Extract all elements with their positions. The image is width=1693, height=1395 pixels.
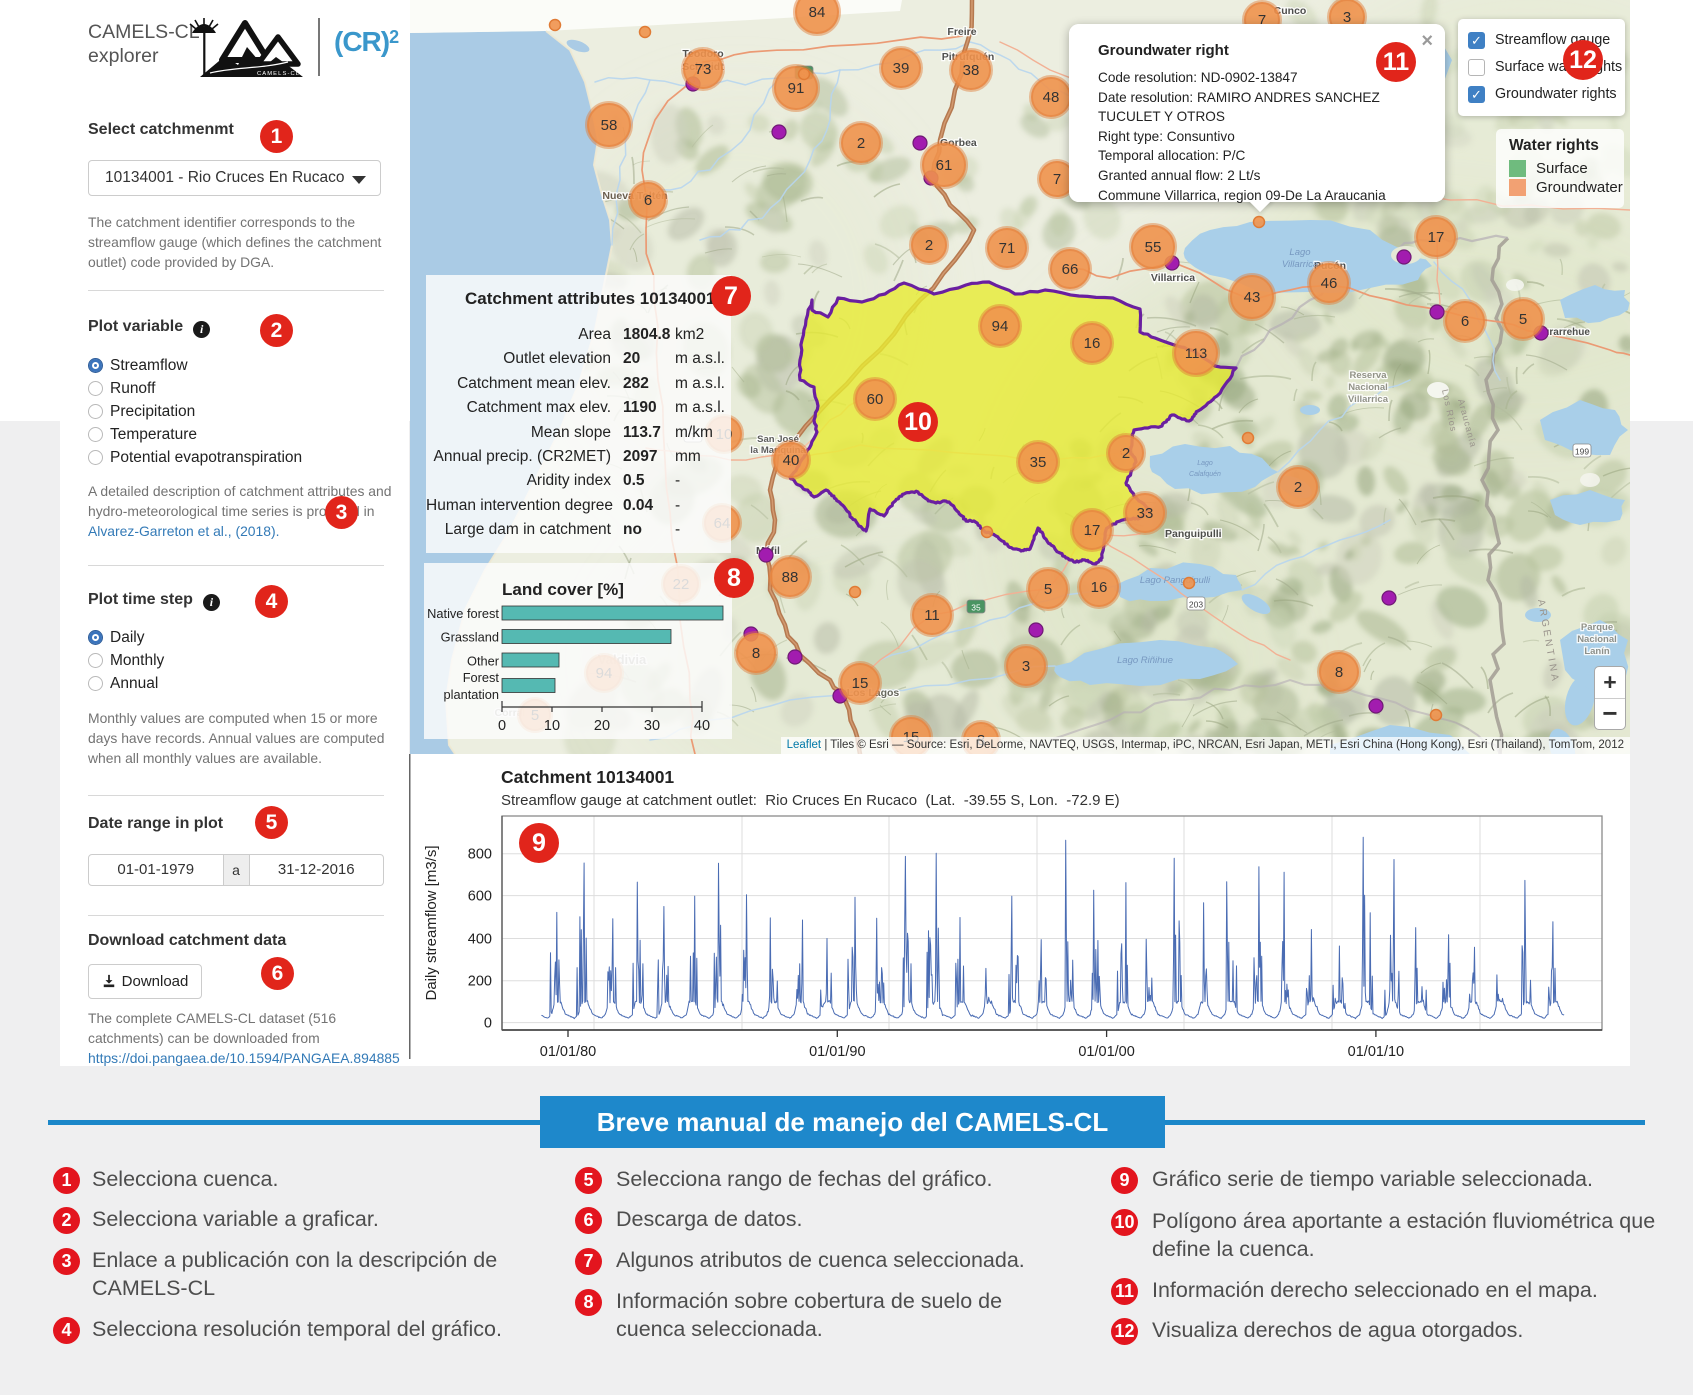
svg-text:3: 3	[1022, 658, 1030, 675]
svg-text:Native forest: Native forest	[427, 606, 499, 621]
svg-text:01/01/90: 01/01/90	[809, 1044, 865, 1060]
svg-text:30: 30	[644, 718, 660, 734]
svg-text:84: 84	[809, 4, 826, 21]
svg-text:plantation: plantation	[444, 687, 500, 702]
svg-text:Villarrica: Villarrica	[1348, 394, 1389, 405]
svg-text:Streamflow gauge at catchment: Streamflow gauge at catchment outlet: Ri…	[501, 792, 1120, 809]
svg-text:0: 0	[498, 718, 506, 734]
svg-text:40: 40	[783, 452, 800, 469]
svg-text:2: 2	[1294, 479, 1302, 496]
svg-text:Curarrehue: Curarrehue	[1536, 327, 1590, 338]
svg-text:7: 7	[1258, 12, 1266, 29]
svg-text:73: 73	[695, 61, 712, 78]
svg-text:10: 10	[544, 718, 560, 734]
svg-text:Daily streamflow [m3/s]: Daily streamflow [m3/s]	[423, 845, 440, 1000]
svg-text:11: 11	[924, 607, 940, 624]
svg-text:Catchment 10134001: Catchment 10134001	[501, 767, 674, 787]
svg-text:Parque: Parque	[1581, 622, 1613, 633]
svg-text:Villarrica: Villarrica	[1282, 259, 1318, 270]
svg-text:Lanín: Lanín	[1584, 646, 1610, 657]
svg-text:88: 88	[782, 569, 799, 586]
svg-text:Other: Other	[467, 654, 500, 669]
svg-text:48: 48	[1043, 89, 1060, 106]
svg-text:66: 66	[1062, 261, 1079, 278]
svg-text:Panguipulli: Panguipulli	[1165, 528, 1222, 540]
svg-text:55: 55	[1145, 239, 1162, 256]
svg-text:CAMELS-CL: CAMELS-CL	[257, 71, 300, 77]
svg-text:35: 35	[971, 603, 981, 613]
svg-text:60: 60	[867, 391, 884, 408]
svg-text:203: 203	[1189, 600, 1203, 610]
svg-text:15: 15	[852, 675, 869, 692]
svg-text:800: 800	[468, 847, 492, 863]
svg-text:113: 113	[1185, 345, 1208, 361]
svg-text:0: 0	[484, 1016, 492, 1032]
svg-text:20: 20	[594, 718, 610, 734]
svg-text:01/01/10: 01/01/10	[1348, 1044, 1404, 1060]
svg-text:43: 43	[1244, 289, 1261, 306]
svg-text:16: 16	[1084, 335, 1101, 352]
svg-text:Freire: Freire	[947, 26, 976, 38]
svg-text:8: 8	[1335, 664, 1343, 681]
svg-text:Cunco: Cunco	[1274, 5, 1307, 17]
svg-text:35: 35	[1030, 454, 1047, 471]
svg-text:200: 200	[468, 974, 492, 990]
svg-text:91: 91	[788, 80, 805, 97]
svg-text:46: 46	[1321, 275, 1338, 292]
svg-text:600: 600	[468, 889, 492, 905]
svg-text:2: 2	[925, 237, 933, 254]
svg-text:Forest: Forest	[463, 670, 500, 685]
svg-text:6: 6	[1461, 313, 1469, 330]
svg-text:Nacional: Nacional	[1348, 382, 1388, 393]
svg-text:Nacional: Nacional	[1577, 634, 1617, 645]
svg-text:17: 17	[1084, 522, 1101, 539]
svg-text:58: 58	[601, 117, 618, 134]
svg-text:38: 38	[963, 62, 980, 79]
svg-text:5: 5	[1044, 581, 1052, 598]
svg-text:17: 17	[1428, 229, 1445, 246]
svg-text:2: 2	[1122, 445, 1130, 462]
svg-text:Lago: Lago	[1289, 247, 1310, 258]
svg-text:16: 16	[1091, 579, 1108, 596]
svg-text:Reserva: Reserva	[1350, 370, 1388, 381]
svg-text:400: 400	[468, 932, 492, 948]
svg-text:01/01/00: 01/01/00	[1078, 1044, 1134, 1060]
svg-text:71: 71	[999, 240, 1016, 257]
svg-text:199: 199	[1575, 447, 1589, 457]
svg-text:61: 61	[936, 157, 953, 174]
svg-text:6: 6	[644, 192, 652, 209]
svg-text:39: 39	[893, 60, 910, 77]
svg-text:Lago Riñihue: Lago Riñihue	[1117, 655, 1173, 666]
svg-text:7: 7	[1053, 171, 1061, 188]
svg-text:2: 2	[857, 135, 865, 152]
svg-text:01/01/80: 01/01/80	[540, 1044, 596, 1060]
svg-text:40: 40	[694, 718, 710, 734]
svg-text:3: 3	[1343, 9, 1351, 26]
svg-text:94: 94	[992, 318, 1009, 335]
svg-text:8: 8	[752, 645, 760, 662]
svg-text:Lago: Lago	[1197, 460, 1213, 467]
svg-text:Villarrica: Villarrica	[1151, 272, 1195, 284]
svg-text:33: 33	[1137, 505, 1154, 522]
svg-text:5: 5	[1519, 311, 1527, 328]
svg-text:Grassland: Grassland	[441, 630, 499, 645]
svg-text:Calafquén: Calafquén	[1189, 471, 1221, 478]
svg-text:Lago Panguipulli: Lago Panguipulli	[1140, 575, 1211, 586]
